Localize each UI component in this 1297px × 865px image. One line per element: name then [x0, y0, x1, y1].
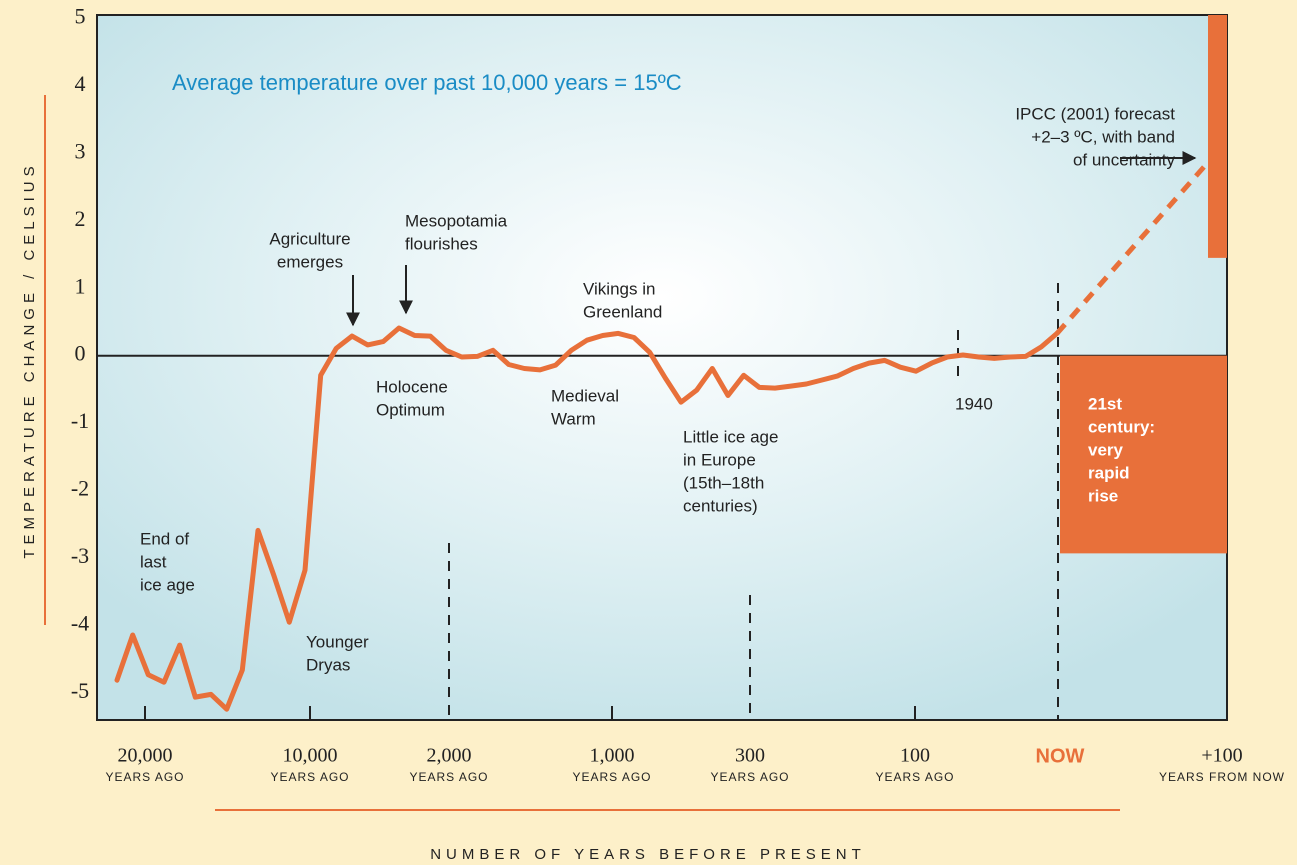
- y-axis-label: TEMPERATURE CHANGE / CELSIUS: [21, 161, 38, 558]
- annotation: Dryas: [306, 655, 350, 674]
- annotation: +2–3 ºC, with band: [1031, 127, 1175, 146]
- annotation: Medieval: [551, 386, 619, 405]
- x-tick-label: 2,000: [427, 745, 472, 767]
- annotation: century:: [1088, 417, 1155, 436]
- y-tick-label: -2: [71, 476, 89, 501]
- annotation: 21st: [1088, 394, 1122, 413]
- x-tick-label: 100: [900, 745, 930, 767]
- x-tick-sublabel: YEARS AGO: [875, 770, 954, 784]
- annotation: Mesopotamia: [405, 211, 508, 230]
- annotation: emerges: [277, 252, 343, 271]
- annotation: of uncertainty: [1073, 150, 1176, 169]
- x-tick-label: 20,000: [118, 745, 173, 767]
- x-tick-sublabel: YEARS AGO: [710, 770, 789, 784]
- annotation: in Europe: [683, 450, 756, 469]
- y-tick-label: 1: [75, 273, 86, 298]
- y-tick-label: -3: [71, 543, 89, 568]
- x-tick-label: NOW: [1036, 745, 1085, 767]
- x-tick-label: 300: [735, 745, 765, 767]
- annotation: Younger: [306, 632, 369, 651]
- forecast-line: [1055, 158, 1212, 336]
- annotation: Agriculture: [269, 229, 350, 248]
- y-tick-label: 3: [75, 138, 86, 163]
- y-tick-label: 4: [75, 71, 86, 96]
- chart-title: Average temperature over past 10,000 yea…: [172, 70, 682, 95]
- annotation: End of: [140, 529, 189, 548]
- annotation: Warm: [551, 409, 596, 428]
- y-tick-label: 2: [75, 206, 86, 231]
- annotation: Vikings in: [583, 279, 655, 298]
- x-tick-sublabel: YEARS AGO: [409, 770, 488, 784]
- x-tick-label: 1,000: [590, 745, 635, 767]
- annotation: last: [140, 552, 167, 571]
- century-box: [1060, 355, 1227, 554]
- forecast-band: [1208, 15, 1227, 258]
- y-tick-label: 5: [75, 3, 86, 28]
- x-tick-sublabel: YEARS AGO: [105, 770, 184, 784]
- annotation: (15th–18th: [683, 473, 764, 492]
- annotation: very: [1088, 440, 1124, 459]
- x-tick-sublabel: YEARS FROM NOW: [1159, 770, 1285, 784]
- annotation: flourishes: [405, 234, 478, 253]
- annotation: centuries): [683, 496, 758, 515]
- x-tick-marks: [144, 706, 916, 720]
- x-tick-label: +100: [1201, 745, 1242, 767]
- annotation: rapid: [1088, 463, 1130, 482]
- annotation: IPCC (2001) forecast: [1015, 104, 1175, 123]
- x-tick-label: 10,000: [283, 745, 338, 767]
- arrows: [346, 151, 1197, 327]
- annotation: ice age: [140, 575, 195, 594]
- annotation: 1940: [955, 394, 993, 413]
- y-tick-label: 0: [75, 341, 86, 366]
- x-tick-sublabel: YEARS AGO: [270, 770, 349, 784]
- x-axis-label: NUMBER OF YEARS BEFORE PRESENT: [430, 846, 866, 863]
- annotation: rise: [1088, 486, 1118, 505]
- y-tick-label: -5: [71, 678, 89, 703]
- annotation: Little ice age: [683, 427, 778, 446]
- x-tick-sublabel: YEARS AGO: [572, 770, 651, 784]
- annotation: Optimum: [376, 400, 445, 419]
- annotation: Holocene: [376, 377, 448, 396]
- y-tick-label: -4: [71, 611, 89, 636]
- annotation: Greenland: [583, 302, 662, 321]
- temperature-line: [114, 325, 1060, 712]
- y-tick-label: -1: [71, 408, 89, 433]
